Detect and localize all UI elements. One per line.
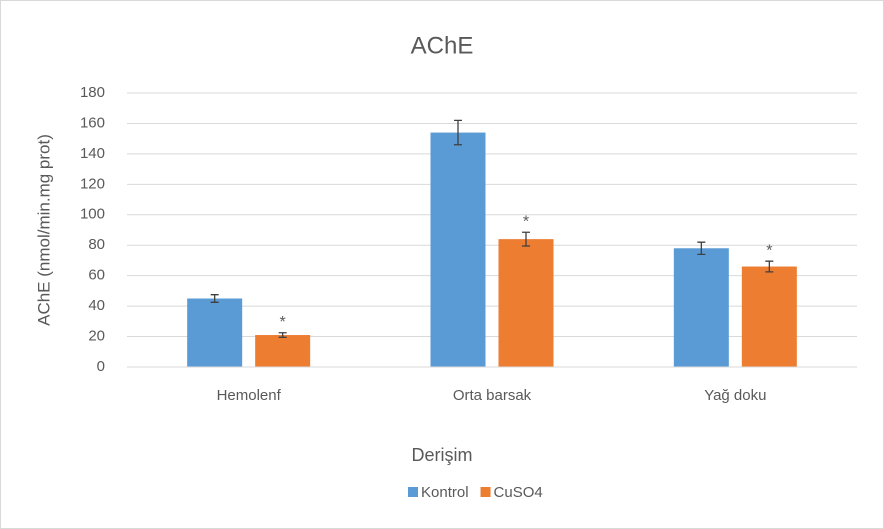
x-axis-title: Derişim — [412, 445, 473, 465]
bar — [741, 266, 797, 367]
annotation: * — [766, 242, 772, 259]
x-tick-label: Orta barsak — [453, 387, 532, 404]
annotation: * — [523, 214, 529, 231]
error-bar — [454, 119, 462, 146]
error-bar — [210, 294, 219, 303]
error-bar — [765, 260, 774, 273]
bar — [673, 248, 729, 367]
y-tick-label: 60 — [88, 267, 105, 284]
legend-swatch — [480, 487, 491, 497]
y-tick-label: 20 — [88, 328, 105, 345]
bar — [255, 335, 311, 367]
legend-label: CuSO4 — [494, 484, 543, 501]
annotation: * — [280, 314, 286, 331]
bar — [430, 132, 486, 367]
legend-label: Kontrol — [421, 484, 469, 501]
y-tick-label: 180 — [80, 84, 105, 101]
y-tick-label: 160 — [80, 114, 105, 131]
x-tick-label: Yağ doku — [704, 387, 766, 404]
y-tick-label: 40 — [88, 297, 105, 314]
chart-title: AChE — [411, 32, 474, 59]
error-bar — [522, 231, 530, 247]
y-tick-label: 120 — [80, 175, 105, 192]
bar — [187, 298, 243, 367]
error-bar — [697, 241, 706, 256]
y-tick-label: 100 — [80, 206, 105, 223]
legend-swatch — [408, 487, 418, 497]
y-tick-label: 80 — [88, 236, 105, 253]
y-tick-label: 0 — [97, 358, 105, 375]
x-tick-label: Hemolenf — [217, 387, 282, 404]
y-axis-title: AChE (nmol/min.mg prot) — [34, 134, 53, 326]
bar — [498, 239, 554, 367]
error-bar — [278, 332, 287, 338]
y-tick-label: 140 — [80, 145, 105, 162]
